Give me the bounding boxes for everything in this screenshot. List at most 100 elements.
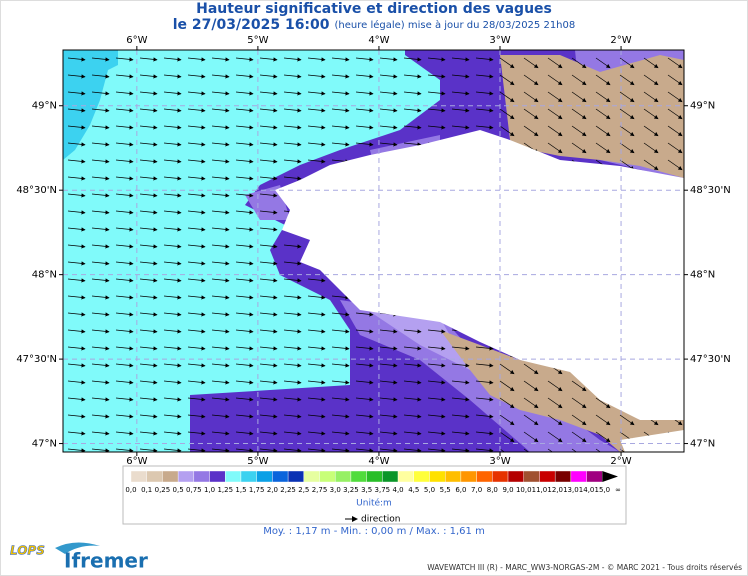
direction-arrow [139,329,158,334]
direction-arrow [67,244,86,249]
direction-arrow [67,295,86,300]
direction-arrow [187,57,206,62]
direction-arrow [283,431,302,436]
colorbar-box [539,470,556,483]
direction-arrow [571,142,587,154]
direction-arrow [307,312,326,317]
direction-arrow [187,159,206,164]
direction-arrow [67,363,86,368]
direction-arrow [499,414,515,426]
y-tick-label: 47°N [32,439,57,450]
direction-arrow [187,329,206,334]
direction-arrow [355,108,374,113]
direction-arrow [571,91,587,103]
direction-arrow [187,363,206,368]
direction-arrow [451,57,470,62]
colorbar-label: 4,0 [392,486,403,494]
direction-arrow [187,244,206,249]
y-tick-label: 48°N [32,270,57,281]
direction-arrow [211,244,230,249]
x-tick-label: 4°W [368,35,389,46]
direction-arrow [115,431,134,436]
direction-arrow [211,142,230,147]
direction-arrow [91,448,110,452]
direction-arrow [115,414,134,419]
direction-arrow [403,57,422,62]
direction-arrow [571,57,587,69]
direction-arrow [523,380,539,392]
direction-arrow [211,397,230,402]
direction-arrow [91,295,110,300]
colorbar-label: 3,75 [375,486,391,494]
direction-arrow [499,431,515,443]
direction-arrow [235,74,254,79]
direction-arrow [499,125,515,137]
direction-arrow [379,329,398,334]
direction-arrow [283,91,302,96]
direction-arrow [427,346,446,351]
direction-arrow [355,91,374,96]
colorbar-label: 0,75 [186,486,202,494]
direction-arrow [355,312,374,317]
direction-arrow [235,414,254,419]
direction-arrow [187,295,206,300]
subtitle: le 27/03/2025 16:00 (heure légale) mise à… [173,17,576,33]
direction-arrow [211,74,230,79]
direction-arrow [235,261,254,266]
direction-arrow [211,448,230,452]
direction-arrow [67,142,86,147]
direction-arrow [259,329,278,334]
direction-arrow [331,329,350,334]
y-tick-label: 47°30'N [690,354,731,365]
direction-arrow [211,57,230,62]
direction-arrow [379,397,398,402]
direction-arrow [547,448,553,452]
graticule: 6°W 6°W 5°W 5°W 4°W 4°W 3°W 3°W 2°W 2°W 49°N 49°N 48… [16,35,730,467]
direction-arrow [139,108,158,113]
direction-arrow [307,91,326,96]
direction-arrow [67,397,86,402]
direction-arrow [259,91,278,96]
direction-arrow [547,57,563,69]
direction-arrow [571,414,587,426]
direction-arrow [235,125,254,130]
direction-arrow [211,363,230,368]
direction-arrow [427,363,446,368]
direction-arrow [259,74,278,79]
colorbar-label: 9,0 [502,486,513,494]
direction-arrow [91,108,110,113]
x-tick-label: 2°W [610,35,631,46]
direction-arrow [211,193,230,198]
direction-arrow [91,329,110,334]
direction-arrow [187,142,206,147]
direction-arrow [67,414,86,419]
direction-arrow [139,125,158,130]
direction-arrow [91,159,110,164]
direction-arrow [379,363,398,368]
direction-arrow [403,125,422,130]
colorbar-box [523,470,540,483]
direction-arrow [211,278,230,283]
direction-arrow [643,159,659,171]
direction-arrow [667,57,683,69]
direction-arrow [667,125,683,137]
colorbar-label: 15,0 [594,486,610,494]
colorbar-box [492,470,509,483]
direction-arrow [667,108,683,120]
direction-arrow [139,380,158,385]
direction-arrow [283,414,302,419]
direction-arrow [91,363,110,368]
direction-arrow [163,448,182,452]
y-tick-label: 49°N [690,101,715,112]
direction-arrow [163,414,182,419]
direction-arrow [595,414,611,426]
colorbar-label: 1,25 [217,486,233,494]
direction-arrow [283,312,302,317]
colorbar-box [240,470,257,483]
direction-arrow [499,397,515,409]
colorbar-box [225,470,242,483]
direction-arrow [499,108,515,120]
colorbar-label: 5,0 [424,486,435,494]
